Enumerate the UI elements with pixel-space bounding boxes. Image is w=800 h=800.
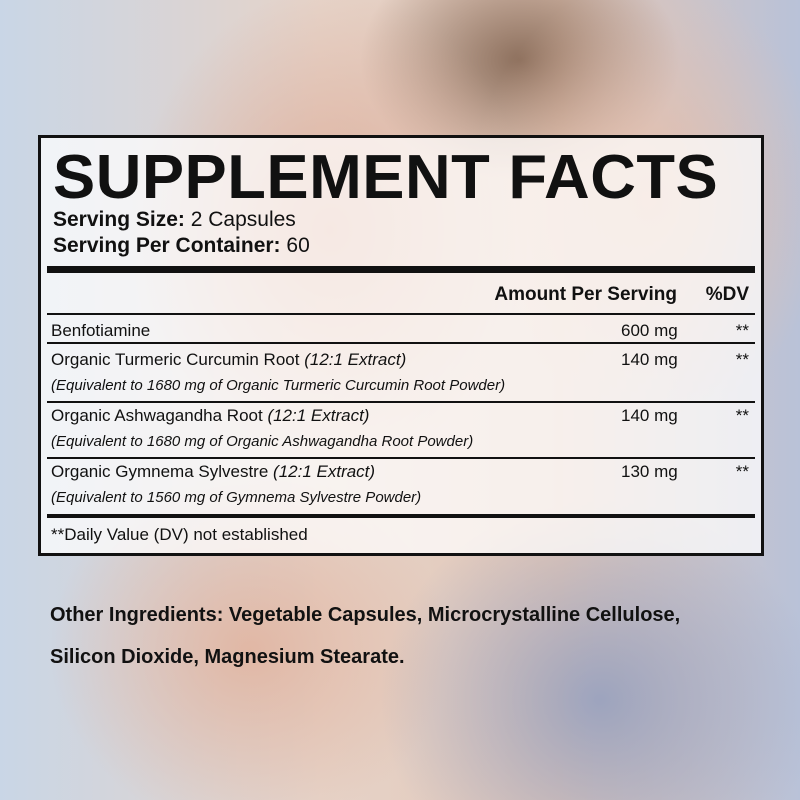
ingredient-name: Organic Gymnema Sylvestre (12:1 Extract) [51,462,375,482]
extract: (12:1 Extract) [304,350,407,369]
label: Other Ingredients: [50,604,224,626]
equivalent: (Equivalent to 1560 mg of Gymnema Sylves… [51,489,422,506]
amount: 130 mg [621,462,678,481]
value: 2 Capsules [190,208,296,231]
extract: (12:1 Extract) [273,462,376,481]
title: SUPPLEMENT FACTS [53,143,719,212]
name: Organic Ashwagandha Root [51,406,263,425]
daily-value: ** [735,350,749,369]
divider [47,457,755,459]
divider [47,401,755,403]
divider [47,266,755,273]
serving-size: Serving Size: 2 Capsules [53,208,296,232]
name: Benfotiamine [51,321,151,340]
amount: 140 mg [621,350,678,369]
ingredient-name: Benfotiamine [51,321,150,341]
divider [47,342,755,344]
column-header: %DV [705,284,749,305]
ingredient-name: Organic Ashwagandha Root (12:1 Extract) [51,406,369,426]
other-ingredients: Other Ingredients: Vegetable Capsules, M… [50,594,690,678]
label: Serving Per Container: [53,234,281,257]
equivalent: (Equivalent to 1680 mg of Organic Turmer… [51,377,506,394]
footnote: **Daily Value (DV) not established [51,525,308,544]
text: Vegetable Capsules, Microcrystalline Cel… [50,604,681,668]
daily-value: ** [735,321,749,340]
ingredient-name: Organic Turmeric Curcumin Root (12:1 Ext… [51,350,406,370]
extract: (12:1 Extract) [267,406,370,425]
amount: 140 mg [621,406,678,425]
column-header: Amount Per Serving [494,284,677,305]
supplement-facts-panel: SUPPLEMENT FACTS Serving Size: 2 Capsule… [38,135,764,556]
name: Organic Gymnema Sylvestre [51,462,269,481]
servings-per-container: Serving Per Container: 60 [53,234,310,258]
name: Organic Turmeric Curcumin Root [51,350,300,369]
value: 60 [286,234,310,257]
divider [47,313,755,315]
daily-value: ** [735,462,749,481]
divider [47,514,755,518]
amount: 600 mg [621,321,678,340]
equivalent: (Equivalent to 1680 mg of Organic Ashwag… [51,433,474,450]
label: Serving Size: [53,208,185,231]
daily-value: ** [735,406,749,425]
